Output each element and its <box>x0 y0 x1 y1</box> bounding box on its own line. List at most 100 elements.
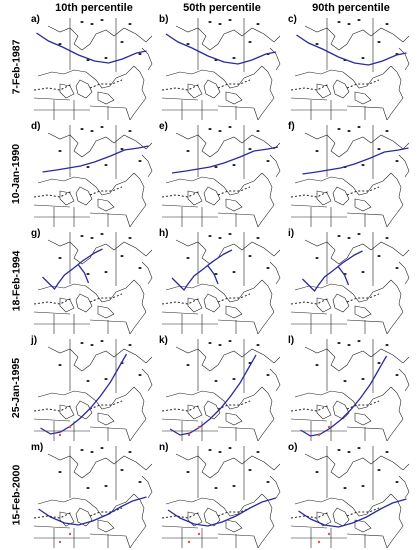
map-outline <box>269 154 281 178</box>
map-outline <box>304 25 410 51</box>
map-outline <box>141 154 153 178</box>
column-header-10th: 10th percentile <box>55 2 133 14</box>
island-mark <box>266 481 270 483</box>
dashed-contour <box>161 511 201 519</box>
island-mark <box>256 451 260 453</box>
row-label-1990: 10-Jan-1990 <box>10 143 22 205</box>
map-outline <box>161 311 199 315</box>
dashed-contour <box>290 297 330 305</box>
dashed-contour <box>346 186 380 196</box>
island-mark <box>232 57 236 59</box>
map-outline <box>187 190 203 206</box>
map-outline <box>332 507 350 527</box>
map-outline <box>304 132 410 158</box>
island-mark <box>315 43 319 45</box>
map-figure <box>33 125 153 227</box>
dashed-contour <box>161 83 201 91</box>
map-figure <box>290 125 410 227</box>
map-figure <box>33 18 153 120</box>
island-mark <box>357 126 361 128</box>
map-outline <box>269 368 281 392</box>
map-figure <box>161 18 281 120</box>
map-outline <box>398 154 410 178</box>
map-outline <box>165 279 263 303</box>
map-outline <box>161 418 199 422</box>
island-mark <box>100 340 104 342</box>
panel-letter: g) <box>31 228 41 239</box>
map-outline <box>161 97 199 101</box>
map-outline <box>290 204 328 208</box>
map-panel-k: k) <box>158 335 286 441</box>
map-outline <box>129 386 147 441</box>
island-mark <box>361 271 365 273</box>
marker-dot <box>58 540 62 544</box>
storm-track-line <box>38 496 147 526</box>
panel-letter: m) <box>31 442 44 453</box>
island-mark <box>214 273 218 275</box>
map-outline <box>97 519 115 533</box>
map-outline <box>75 79 93 99</box>
map-outline <box>290 97 328 101</box>
map-outline <box>386 172 404 227</box>
map-outline <box>225 519 243 533</box>
island-mark <box>232 485 236 487</box>
storm-track-line <box>165 33 277 65</box>
map-outline <box>382 535 388 548</box>
map-outline <box>129 493 147 548</box>
map-outline <box>175 239 281 265</box>
map-outline <box>316 297 332 313</box>
island-mark <box>315 471 319 473</box>
dashed-contour <box>33 190 73 198</box>
island-mark <box>90 130 94 132</box>
map-outline <box>398 475 410 499</box>
map-outline <box>37 386 135 410</box>
map-outline <box>47 453 153 479</box>
map-outline <box>125 214 131 227</box>
map-outline <box>225 91 243 105</box>
panel-letter: n) <box>159 442 169 453</box>
map-outline <box>225 412 243 426</box>
island-mark <box>58 150 62 152</box>
island-mark <box>104 485 108 487</box>
island-mark <box>315 150 319 152</box>
map-outline <box>125 428 131 441</box>
island-mark <box>256 237 260 239</box>
map-panel-f: f) <box>287 121 415 227</box>
map-outline <box>354 305 372 319</box>
panel-letter: k) <box>159 335 168 346</box>
storm-track-line <box>40 353 128 435</box>
map-outline <box>354 91 372 105</box>
dashed-contour <box>217 79 251 89</box>
map-outline <box>203 507 221 527</box>
map-outline <box>354 198 372 212</box>
dashed-contour <box>346 293 380 303</box>
map-outline <box>382 428 388 441</box>
island-mark <box>343 380 347 382</box>
island-mark <box>138 374 142 376</box>
island-mark <box>80 21 84 23</box>
island-mark <box>90 237 94 239</box>
dashed-contour <box>346 507 380 517</box>
island-mark <box>337 342 341 344</box>
map-outline <box>257 386 275 441</box>
dashed-contour <box>161 190 201 198</box>
map-outline <box>129 279 147 334</box>
island-mark <box>248 148 252 150</box>
map-outline <box>203 186 221 206</box>
map-figure <box>33 232 153 334</box>
panel-letter: f) <box>288 121 295 132</box>
island-mark <box>228 447 232 449</box>
map-outline <box>59 83 75 99</box>
panel-letter: c) <box>288 14 297 25</box>
map-figure <box>161 446 281 548</box>
dashed-contour <box>33 297 73 305</box>
storm-track-line <box>302 250 363 293</box>
map-outline <box>203 79 221 99</box>
map-panel-m: m) <box>30 442 158 548</box>
map-figure <box>290 18 410 120</box>
island-mark <box>80 449 84 451</box>
island-mark <box>208 449 212 451</box>
row-label-2000: 15-Feb-2000 <box>10 464 23 526</box>
island-mark <box>385 237 389 239</box>
map-outline <box>257 65 275 120</box>
